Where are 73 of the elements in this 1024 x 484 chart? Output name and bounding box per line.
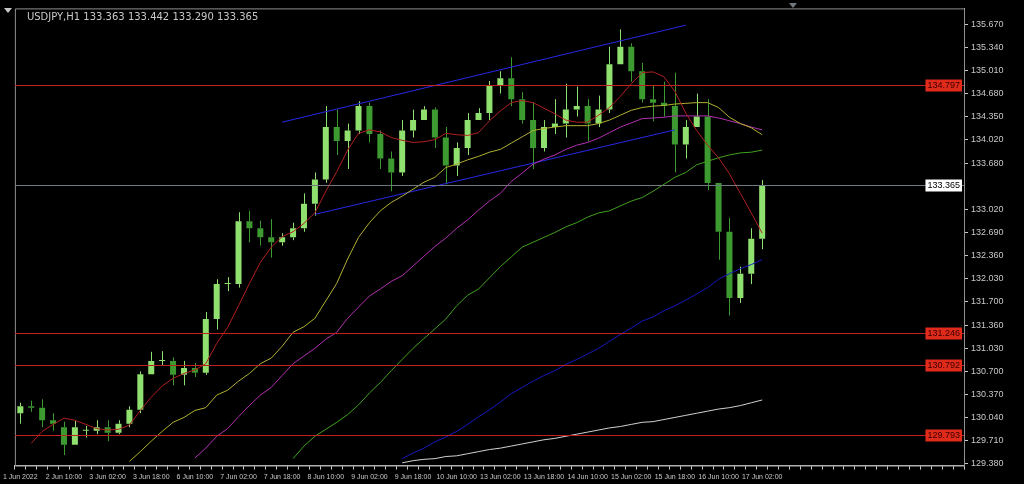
y-tick-label: 132.690 <box>971 226 1004 237</box>
y-tick-label: 135.670 <box>971 18 1004 29</box>
candlestick <box>715 182 722 261</box>
y-tick-label: 134.020 <box>971 134 1004 145</box>
chart-title: USDJPY,H1 133.363 133.442 133.290 133.365 <box>26 10 259 22</box>
candlestick <box>475 107 482 121</box>
candlestick <box>300 192 307 233</box>
candlestick <box>562 83 569 139</box>
candlestick <box>39 398 46 428</box>
candlestick <box>268 218 275 259</box>
candlestick <box>617 28 624 65</box>
candlestick <box>606 46 613 114</box>
candlestick <box>671 72 678 173</box>
y-tick-label: 132.360 <box>971 249 1004 260</box>
ref-line-label: 133.365 <box>927 179 961 190</box>
candlestick <box>584 98 591 142</box>
ref-line-label: 134.797 <box>927 79 961 90</box>
candlestick <box>235 211 242 289</box>
y-tick-label: 135.010 <box>971 65 1004 76</box>
candlestick <box>497 70 504 95</box>
candlestick <box>148 351 155 375</box>
y-tick-label: 130.370 <box>971 388 1004 399</box>
candlestick <box>530 102 537 170</box>
candlestick <box>366 102 373 143</box>
candlestick <box>453 141 460 177</box>
ref-line-label: 130.792 <box>927 359 961 370</box>
candlestick <box>748 227 755 285</box>
candlestick <box>399 119 406 177</box>
y-tick-label: 132.030 <box>971 273 1004 284</box>
candlestick <box>519 91 526 125</box>
candlestick <box>442 126 449 185</box>
candlestick <box>682 119 689 159</box>
candlestick <box>344 123 351 170</box>
candlestick <box>639 62 646 104</box>
y-tick-label: 133.680 <box>971 157 1004 168</box>
candlestick <box>202 311 209 376</box>
candlestick <box>17 402 24 425</box>
candlestick <box>322 105 329 184</box>
y-tick-label: 129.380 <box>971 457 1004 468</box>
y-tick-label: 129.710 <box>971 434 1004 445</box>
candlestick <box>737 266 744 304</box>
y-tick-label: 130.700 <box>971 365 1004 376</box>
candlestick <box>257 220 264 247</box>
candlestick <box>650 84 657 122</box>
candlestick <box>410 109 417 139</box>
y-tick-label: 133.020 <box>971 203 1004 214</box>
y-tick-label: 131.030 <box>971 342 1004 353</box>
y-tick-label: 131.700 <box>971 296 1004 307</box>
y-tick-label: 135.340 <box>971 41 1004 52</box>
candlestick <box>246 210 253 243</box>
candlestick <box>508 56 515 107</box>
candlestick <box>540 119 547 152</box>
y-tick-label: 131.360 <box>971 319 1004 330</box>
candlestick <box>213 278 220 330</box>
candlestick <box>388 150 395 192</box>
candlestick <box>628 42 635 83</box>
candlestick <box>311 171 318 217</box>
candlestick <box>60 421 67 456</box>
candlestick <box>573 86 580 118</box>
candlestick <box>420 105 427 121</box>
candlestick <box>486 80 493 121</box>
candlestick <box>693 93 700 128</box>
ref-line-label: 129.793 <box>927 429 961 440</box>
candlestick <box>333 109 340 156</box>
y-tick-label: 134.350 <box>971 111 1004 122</box>
candlestick <box>464 112 471 156</box>
ref-line-label: 131.246 <box>927 327 961 338</box>
candlestick <box>28 400 35 413</box>
y-tick-label: 134.680 <box>971 88 1004 99</box>
candlestick <box>704 98 711 191</box>
candlestick <box>726 217 733 317</box>
y-tick-label: 130.040 <box>971 411 1004 422</box>
candlestick <box>759 179 766 250</box>
